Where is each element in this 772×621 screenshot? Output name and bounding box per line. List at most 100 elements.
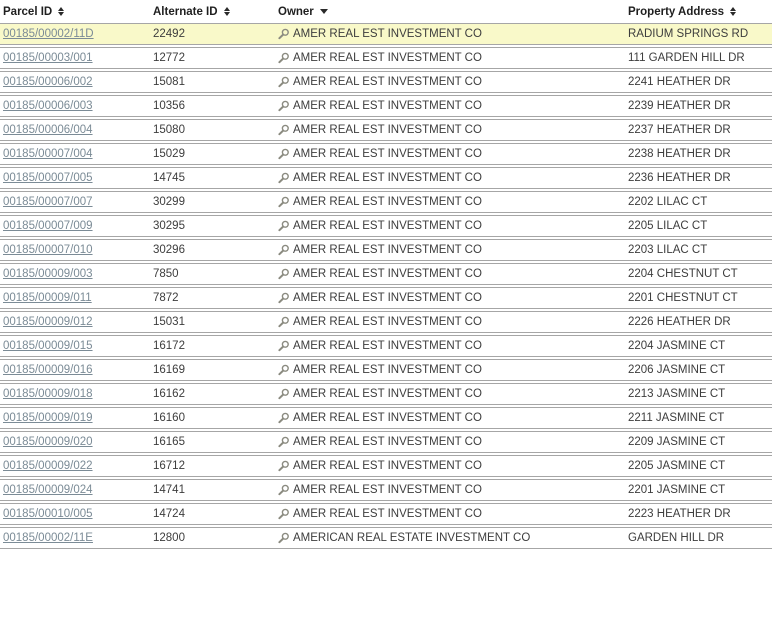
parcel-id-link[interactable]: 00185/00009/022 — [3, 460, 93, 472]
table-row[interactable]: 00185/00009/016 16169 AMER REAL EST INVE… — [0, 359, 772, 381]
owner-cell: AMER REAL EST INVESTMENT CO — [278, 364, 628, 376]
owner-name: AMER REAL EST INVESTMENT CO — [293, 436, 482, 448]
magnifier-icon[interactable] — [278, 28, 290, 40]
owner-cell: AMER REAL EST INVESTMENT CO — [278, 244, 628, 256]
owner-cell: AMER REAL EST INVESTMENT CO — [278, 340, 628, 352]
table-row[interactable]: 00185/00007/004 15029 AMER REAL EST INVE… — [0, 143, 772, 165]
table-row[interactable]: 00185/00002/11D 22492 AMER REAL EST INVE… — [0, 23, 772, 45]
parcel-id-link[interactable]: 00185/00007/009 — [3, 220, 93, 232]
parcel-id-link[interactable]: 00185/00009/003 — [3, 268, 93, 280]
magnifier-icon[interactable] — [278, 532, 290, 544]
magnifier-icon[interactable] — [278, 412, 290, 424]
owner-name: AMER REAL EST INVESTMENT CO — [293, 460, 482, 472]
parcel-id-cell: 00185/00006/002 — [3, 76, 153, 88]
column-header-parcel-id[interactable]: Parcel ID — [3, 6, 153, 18]
column-header-owner-label: Owner — [278, 5, 314, 18]
magnifier-icon[interactable] — [278, 220, 290, 232]
parcel-id-link[interactable]: 00185/00009/012 — [3, 316, 93, 328]
table-row[interactable]: 00185/00009/018 16162 AMER REAL EST INVE… — [0, 383, 772, 405]
parcel-id-cell: 00185/00009/016 — [3, 364, 153, 376]
magnifier-icon[interactable] — [278, 460, 290, 472]
column-header-property-address[interactable]: Property Address — [628, 6, 772, 18]
magnifier-icon[interactable] — [278, 196, 290, 208]
parcel-id-cell: 00185/00009/003 — [3, 268, 153, 280]
owner-cell: AMER REAL EST INVESTMENT CO — [278, 76, 628, 88]
address-cell: 2238 HEATHER DR — [628, 148, 731, 160]
alternate-id-cell: 10356 — [153, 100, 185, 112]
table-row[interactable]: 00185/00009/011 7872 AMER REAL EST INVES… — [0, 287, 772, 309]
table-row[interactable]: 00185/00009/024 14741 AMER REAL EST INVE… — [0, 479, 772, 501]
sort-down-icon[interactable] — [319, 9, 328, 14]
table-row[interactable]: 00185/00006/002 15081 AMER REAL EST INVE… — [0, 71, 772, 93]
parcel-id-link[interactable]: 00185/00006/004 — [3, 124, 93, 136]
magnifier-icon[interactable] — [278, 508, 290, 520]
parcel-id-link[interactable]: 00185/00007/007 — [3, 196, 93, 208]
parcel-id-link[interactable]: 00185/00009/015 — [3, 340, 93, 352]
parcel-id-link[interactable]: 00185/00009/011 — [3, 292, 92, 304]
magnifier-icon[interactable] — [278, 244, 290, 256]
magnifier-icon[interactable] — [278, 484, 290, 496]
table-row[interactable]: 00185/00007/010 30296 AMER REAL EST INVE… — [0, 239, 772, 261]
table-row[interactable]: 00185/00002/11E 12800 AMERICAN REAL ESTA… — [0, 527, 772, 549]
table-row[interactable]: 00185/00003/001 12772 AMER REAL EST INVE… — [0, 47, 772, 69]
address-cell: 2201 JASMINE CT — [628, 484, 726, 496]
owner-cell: AMER REAL EST INVESTMENT CO — [278, 388, 628, 400]
parcel-id-link[interactable]: 00185/00010/005 — [3, 508, 93, 520]
owner-cell: AMER REAL EST INVESTMENT CO — [278, 484, 628, 496]
table-row[interactable]: 00185/00006/003 10356 AMER REAL EST INVE… — [0, 95, 772, 117]
magnifier-icon[interactable] — [278, 292, 290, 304]
owner-name: AMER REAL EST INVESTMENT CO — [293, 484, 482, 496]
table-row[interactable]: 00185/00009/003 7850 AMER REAL EST INVES… — [0, 263, 772, 285]
parcel-id-link[interactable]: 00185/00003/001 — [3, 52, 93, 64]
magnifier-icon[interactable] — [278, 52, 290, 64]
alternate-id-cell: 30299 — [153, 196, 185, 208]
owner-name: AMER REAL EST INVESTMENT CO — [293, 508, 482, 520]
table-row[interactable]: 00185/00009/015 16172 AMER REAL EST INVE… — [0, 335, 772, 357]
magnifier-icon[interactable] — [278, 388, 290, 400]
magnifier-icon[interactable] — [278, 268, 290, 280]
parcel-id-link[interactable]: 00185/00009/018 — [3, 388, 93, 400]
alternate-id-cell: 14741 — [153, 484, 185, 496]
magnifier-icon[interactable] — [278, 100, 290, 112]
parcel-id-link[interactable]: 00185/00002/11D — [3, 28, 94, 40]
table-row[interactable]: 00185/00009/022 16712 AMER REAL EST INVE… — [0, 455, 772, 477]
parcel-id-cell: 00185/00010/005 — [3, 508, 153, 520]
sort-both-icon[interactable] — [730, 7, 737, 16]
magnifier-icon[interactable] — [278, 124, 290, 136]
sort-both-icon[interactable] — [223, 7, 230, 16]
magnifier-icon[interactable] — [278, 364, 290, 376]
table-row[interactable]: 00185/00009/019 16160 AMER REAL EST INVE… — [0, 407, 772, 429]
parcel-id-link[interactable]: 00185/00002/11E — [3, 532, 93, 544]
parcel-id-link[interactable]: 00185/00007/004 — [3, 148, 93, 160]
parcel-id-link[interactable]: 00185/00007/010 — [3, 244, 93, 256]
parcel-id-link[interactable]: 00185/00006/003 — [3, 100, 93, 112]
address-cell: 2237 HEATHER DR — [628, 124, 731, 136]
magnifier-icon[interactable] — [278, 76, 290, 88]
magnifier-icon[interactable] — [278, 340, 290, 352]
table-row[interactable]: 00185/00006/004 15080 AMER REAL EST INVE… — [0, 119, 772, 141]
parcel-id-link[interactable]: 00185/00009/016 — [3, 364, 93, 376]
sort-both-icon[interactable] — [58, 7, 65, 16]
column-header-alternate-id[interactable]: Alternate ID — [153, 6, 278, 18]
magnifier-icon[interactable] — [278, 148, 290, 160]
owner-name: AMER REAL EST INVESTMENT CO — [293, 52, 482, 64]
table-row[interactable]: 00185/00009/012 15031 AMER REAL EST INVE… — [0, 311, 772, 333]
parcel-id-link[interactable]: 00185/00007/005 — [3, 172, 93, 184]
alternate-id-cell: 7850 — [153, 268, 179, 280]
magnifier-icon[interactable] — [278, 172, 290, 184]
alternate-id-cell: 30295 — [153, 220, 185, 232]
parcel-id-link[interactable]: 00185/00009/020 — [3, 436, 93, 448]
table-row[interactable]: 00185/00010/005 14724 AMER REAL EST INVE… — [0, 503, 772, 525]
parcel-id-link[interactable]: 00185/00009/024 — [3, 484, 93, 496]
table-row[interactable]: 00185/00007/007 30299 AMER REAL EST INVE… — [0, 191, 772, 213]
address-cell: 2202 LILAC CT — [628, 196, 708, 208]
parcel-id-link[interactable]: 00185/00009/019 — [3, 412, 93, 424]
table-row[interactable]: 00185/00007/005 14745 AMER REAL EST INVE… — [0, 167, 772, 189]
table-row[interactable]: 00185/00009/020 16165 AMER REAL EST INVE… — [0, 431, 772, 453]
column-header-owner[interactable]: Owner — [278, 6, 628, 18]
parcel-results-table: Parcel ID Alternate ID Owner Property Ad… — [0, 6, 772, 549]
magnifier-icon[interactable] — [278, 436, 290, 448]
parcel-id-link[interactable]: 00185/00006/002 — [3, 76, 93, 88]
magnifier-icon[interactable] — [278, 316, 290, 328]
table-row[interactable]: 00185/00007/009 30295 AMER REAL EST INVE… — [0, 215, 772, 237]
